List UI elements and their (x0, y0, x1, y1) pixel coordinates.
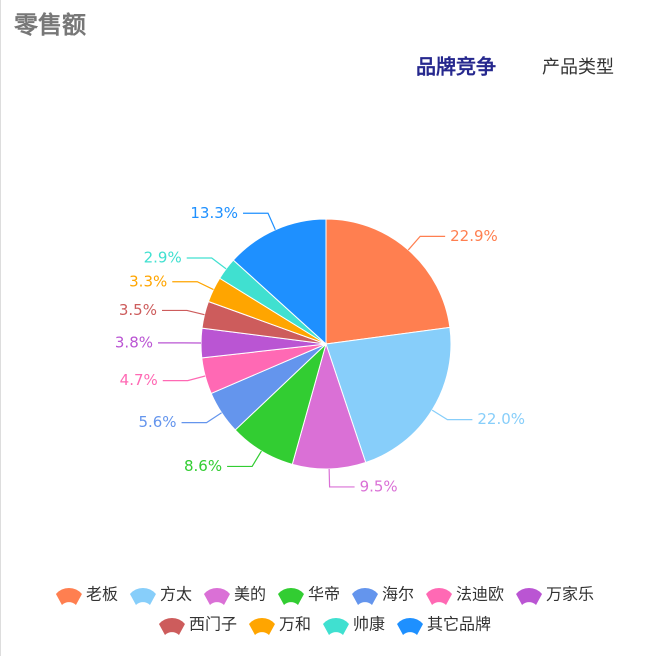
legend-item[interactable]: 其它品牌 (397, 615, 491, 636)
label-line (181, 412, 222, 424)
legend-icon (55, 587, 82, 605)
legend-item[interactable]: 法迪欧 (426, 585, 504, 606)
data-label: 22.9% (450, 227, 498, 245)
legend-label: 老板 (86, 585, 118, 604)
page-title: 零售额 (13, 11, 86, 39)
legend-item[interactable]: 帅康 (323, 615, 385, 636)
data-label: 9.5% (360, 477, 398, 495)
label-line (407, 235, 446, 251)
legend-item[interactable]: 华帝 (277, 585, 340, 606)
legend-item[interactable]: 方太 (129, 585, 192, 606)
label-line (431, 409, 473, 421)
data-label: 3.5% (119, 301, 157, 319)
tab-active[interactable]: 品牌竞争 (416, 55, 496, 79)
label-line (186, 257, 227, 270)
legend-label: 美的 (234, 585, 266, 604)
data-label: 8.6% (184, 457, 222, 475)
legend-item[interactable]: 万和 (248, 615, 311, 636)
data-label: 3.8% (115, 333, 153, 351)
legend-icon (158, 617, 185, 635)
legend-label: 方太 (160, 585, 192, 604)
pie-slice[interactable] (325, 326, 452, 464)
legend-icon (129, 587, 156, 605)
label-line (161, 309, 205, 316)
legend-icon (426, 587, 453, 605)
legend-label: 西门子 (189, 615, 237, 634)
label-line (172, 281, 214, 291)
legend-label: 其它品牌 (427, 615, 491, 634)
legend-label: 海尔 (382, 585, 414, 604)
legend-icon (277, 587, 304, 605)
data-label: 13.3% (190, 204, 238, 222)
data-label: 4.7% (120, 371, 158, 389)
label-line (162, 375, 206, 382)
legend-item[interactable]: 西门子 (158, 615, 237, 636)
legend-icon (352, 587, 379, 605)
data-label: 2.9% (144, 249, 182, 267)
legend-label: 万家乐 (546, 585, 594, 604)
data-label: 5.6% (138, 413, 176, 431)
legend-label: 帅康 (353, 615, 385, 634)
legend-item[interactable]: 老板 (55, 585, 118, 606)
legend-icon (323, 617, 349, 635)
legend-label: 法迪欧 (456, 585, 504, 604)
data-label: 3.3% (129, 272, 167, 290)
pie-slice[interactable] (291, 342, 367, 470)
data-label: 22.0% (477, 410, 525, 428)
legend-item[interactable]: 美的 (203, 585, 266, 606)
legend-icon (397, 617, 424, 635)
label-line (227, 450, 262, 468)
legend-label: 万和 (279, 615, 311, 634)
tab[interactable]: 产品类型 (542, 57, 614, 78)
legend-item[interactable]: 万家乐 (516, 585, 594, 606)
legend-item[interactable]: 海尔 (352, 585, 414, 606)
pie: 22.9% 22.0% 9.5% 8.6% 5.6% 4.7% 3.8% 3.5% 3.3% 2.… (115, 204, 525, 496)
label-line (328, 468, 355, 488)
legend-icon (203, 587, 230, 605)
legend-icon (248, 617, 275, 635)
legend-label: 华帝 (308, 585, 340, 604)
legend-icon (516, 587, 543, 605)
label-line (243, 212, 276, 230)
